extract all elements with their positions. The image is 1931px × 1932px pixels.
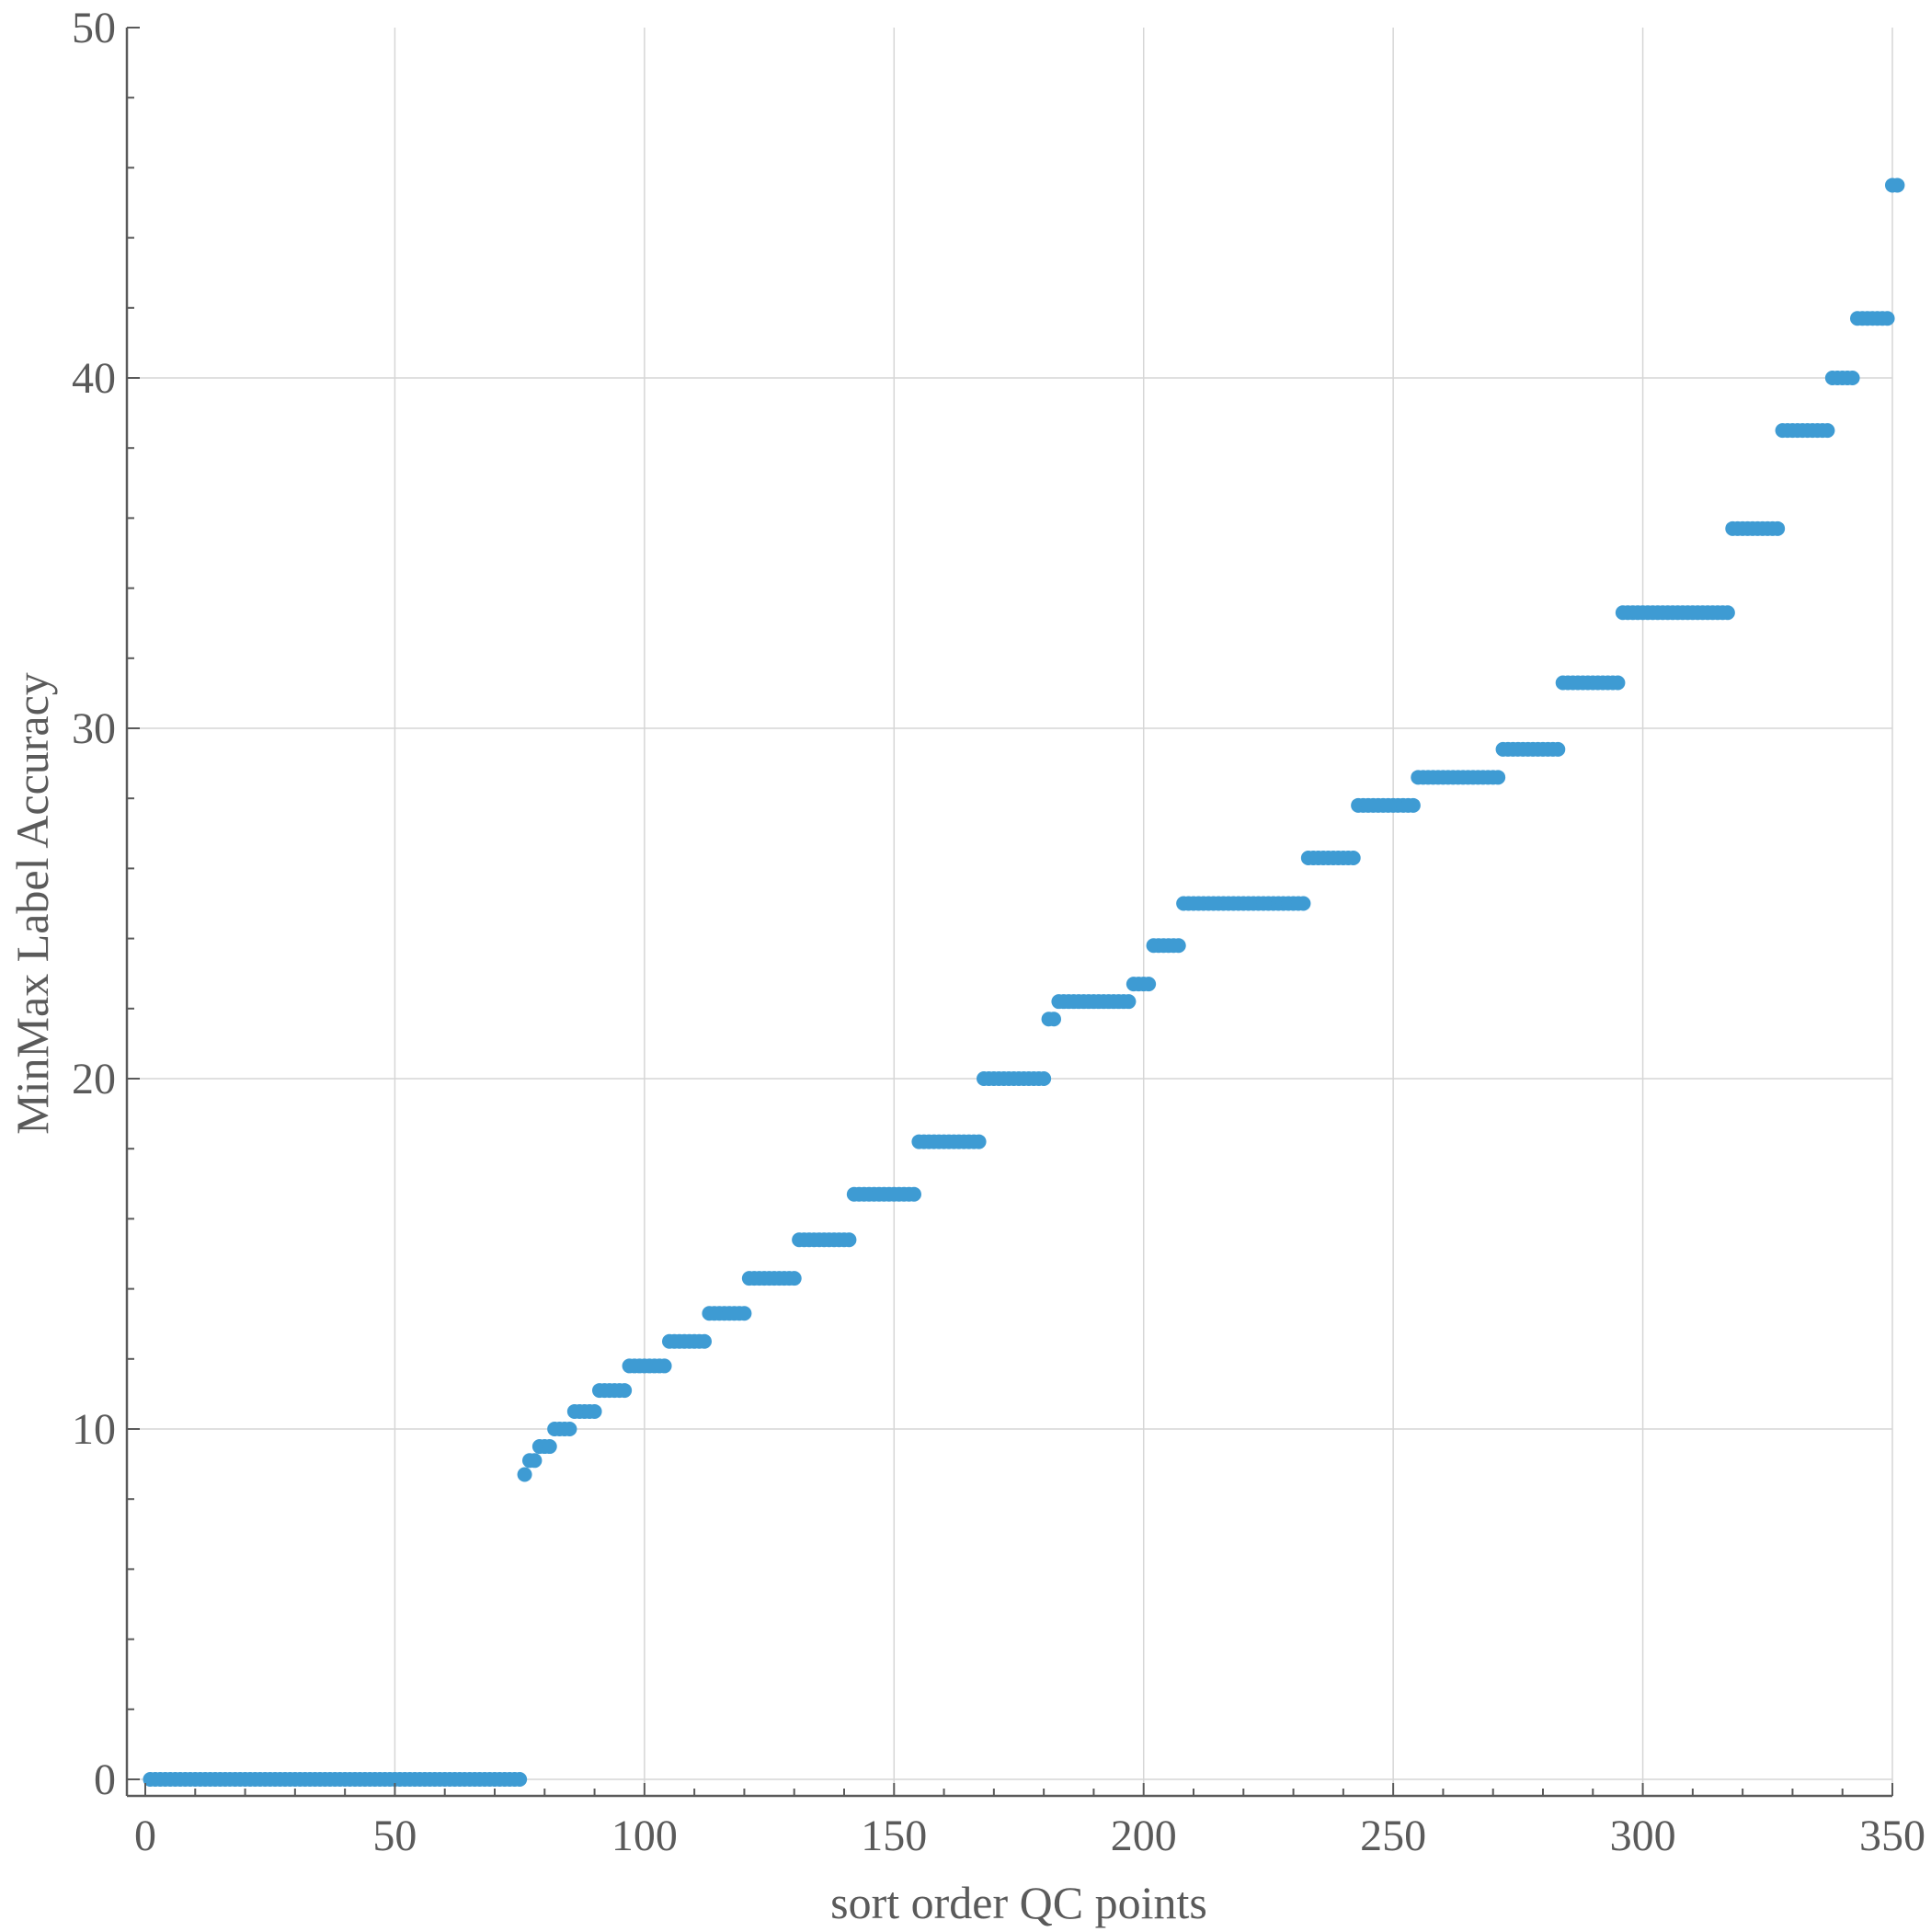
data-point xyxy=(527,1453,543,1469)
x-tick-label: 150 xyxy=(861,1812,927,1860)
data-point xyxy=(1345,850,1361,865)
x-axis-title: sort order QC points xyxy=(830,1877,1207,1928)
data-point xyxy=(587,1403,602,1419)
data-point xyxy=(1296,896,1311,911)
x-tick-label: 350 xyxy=(1859,1812,1925,1860)
data-point xyxy=(1405,797,1421,813)
data-point xyxy=(697,1333,712,1349)
data-point xyxy=(737,1306,752,1321)
y-tick-label: 0 xyxy=(94,1755,116,1804)
data-point xyxy=(562,1422,577,1436)
data-point xyxy=(1141,977,1157,992)
x-tick-label: 300 xyxy=(1610,1812,1676,1860)
data-point xyxy=(617,1383,633,1399)
data-point xyxy=(841,1232,857,1248)
y-axis-title: MinMax Label Accuracy xyxy=(6,672,58,1135)
data-point xyxy=(1845,371,1860,385)
x-tick-label: 250 xyxy=(1360,1812,1426,1860)
data-point xyxy=(657,1358,672,1374)
ticks xyxy=(127,27,1893,1796)
axes xyxy=(125,28,1892,1798)
data-point xyxy=(971,1134,987,1149)
data-point xyxy=(1171,938,1186,954)
x-tick-label: 200 xyxy=(1111,1812,1177,1860)
data-point xyxy=(1890,177,1905,193)
y-tick-label: 20 xyxy=(72,1055,116,1103)
data-point xyxy=(1036,1071,1052,1086)
data-point xyxy=(1820,423,1835,439)
data-point xyxy=(1880,311,1895,326)
y-tick-label: 10 xyxy=(72,1405,116,1454)
data-point xyxy=(907,1186,921,1202)
y-tick-label: 40 xyxy=(72,354,116,403)
data-point xyxy=(512,1772,528,1787)
data-point xyxy=(1550,741,1566,757)
x-tick-label: 0 xyxy=(134,1812,156,1860)
data-points xyxy=(143,177,1905,1787)
data-point xyxy=(1770,520,1786,536)
data-point xyxy=(517,1467,532,1482)
data-point xyxy=(542,1439,557,1455)
data-point xyxy=(1046,1012,1061,1027)
grid xyxy=(127,28,1893,1796)
data-point xyxy=(786,1271,802,1286)
tick-labels: 0 50 100 150 200 250 300 350 0 10 20 30 40 50 xyxy=(72,4,1925,1860)
data-point xyxy=(1121,994,1137,1010)
data-point xyxy=(1720,605,1735,621)
data-point xyxy=(1610,675,1626,691)
y-tick-label: 50 xyxy=(72,4,116,52)
x-tick-label: 50 xyxy=(372,1812,417,1860)
data-point xyxy=(1491,770,1506,785)
x-tick-label: 100 xyxy=(611,1812,678,1860)
y-tick-label: 30 xyxy=(72,704,116,753)
